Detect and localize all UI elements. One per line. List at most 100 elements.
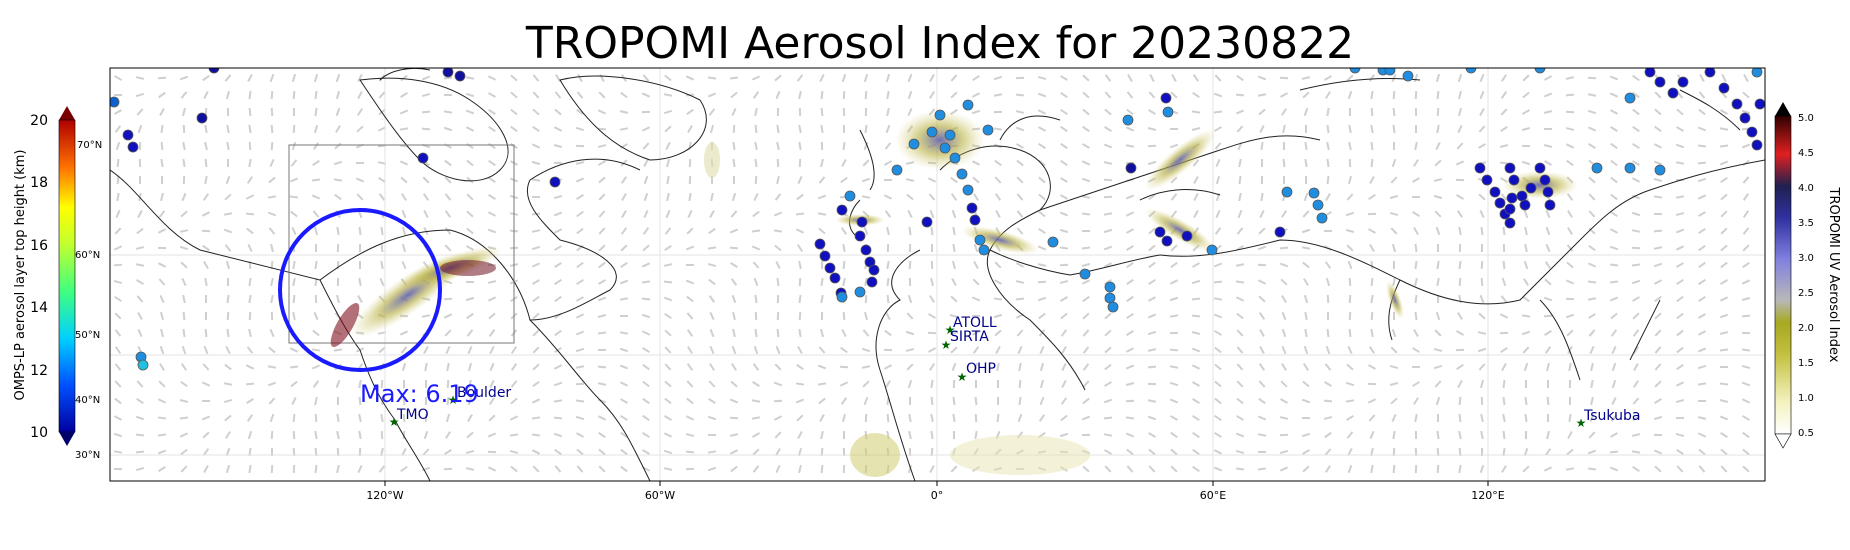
omps-observation-dot — [962, 99, 974, 111]
omps-observation-dot — [417, 152, 429, 164]
omps-observation-dot — [926, 126, 938, 138]
omps-observation-dot — [1591, 162, 1603, 174]
svg-text:4.5: 4.5 — [1798, 148, 1814, 159]
omps-observation-dot — [127, 141, 139, 153]
omps-observation-dot — [1525, 182, 1537, 194]
omps-observation-dot — [891, 164, 903, 176]
map-area: ★ TMO ★ Boulder ★ ATOLL ★ SIRTA ★ OHP ★ … — [110, 68, 1765, 481]
svg-text:3.5: 3.5 — [1798, 218, 1814, 229]
omps-observation-dot — [1281, 186, 1293, 198]
omps-observation-dot — [122, 129, 134, 141]
map-gridlines — [110, 68, 1765, 481]
svg-text:5.0: 5.0 — [1798, 113, 1814, 124]
left-colorbar-label: OMPS-LP aerosol layer top height (km) — [13, 150, 28, 401]
omps-observation-dot — [1160, 92, 1172, 104]
omps-observation-dot — [934, 109, 946, 121]
omps-observation-dot — [969, 214, 981, 226]
station-label-tmo: TMO — [396, 407, 429, 423]
omps-observation-dot — [1746, 126, 1758, 138]
svg-text:★: ★ — [448, 393, 459, 407]
omps-observation-dot — [939, 142, 951, 154]
omps-observation-dot — [1206, 244, 1218, 256]
svg-text:1.5: 1.5 — [1798, 358, 1814, 369]
latitude-labels: 70°N 60°N 50°N 40°N 30°N — [75, 140, 102, 461]
omps-observation-dot — [1316, 212, 1328, 224]
station-label-boulder: Boulder — [457, 385, 511, 401]
station-tsukuba: ★ Tsukuba — [1576, 408, 1641, 430]
omps-observation-dot — [1122, 114, 1134, 126]
station-markers: ★ TMO ★ Boulder ★ ATOLL ★ SIRTA ★ OHP ★ … — [389, 315, 1641, 430]
omps-observation-dot — [982, 124, 994, 136]
svg-text:60°N: 60°N — [75, 250, 100, 261]
omps-observation-dot — [854, 286, 866, 298]
svg-text:12: 12 — [30, 363, 48, 379]
omps-observation-dot — [196, 112, 208, 124]
omps-observation-dot — [1677, 76, 1689, 88]
omps-observation-dot — [944, 129, 956, 141]
omps-observation-dot — [974, 234, 986, 246]
omps-observation-dot — [1624, 92, 1636, 104]
omps-observation-dot — [908, 138, 920, 150]
omps-observation-dot — [1542, 186, 1554, 198]
station-label-atoll: ATOLL — [953, 315, 997, 331]
omps-observation-dot — [962, 184, 974, 196]
omps-observation-dot — [921, 216, 933, 228]
omps-observation-dot — [1654, 76, 1666, 88]
omps-observation-dot — [1504, 203, 1516, 215]
omps-observation-dot — [1104, 292, 1116, 304]
station-label-sirta: SIRTA — [950, 329, 989, 345]
svg-text:★: ★ — [957, 370, 968, 384]
omps-observation-dot — [1154, 226, 1166, 238]
omps-observation-dot — [814, 238, 826, 250]
omps-observation-dot — [824, 262, 836, 274]
zoom-box-outline — [288, 144, 515, 344]
coastlines — [110, 68, 1765, 481]
omps-observation-dot — [836, 291, 848, 303]
station-label-tsukuba: Tsukuba — [1583, 408, 1640, 424]
svg-text:★: ★ — [945, 323, 956, 337]
omps-observation-dot — [1519, 199, 1531, 211]
svg-text:1.0: 1.0 — [1798, 393, 1814, 404]
wind-vector-field — [113, 73, 1751, 474]
lon-label-60w: 60°W — [645, 489, 675, 502]
omps-observation-dot — [1667, 87, 1679, 99]
longitude-labels: 120°W 60°W 0° 60°E 120°E — [366, 481, 1505, 502]
omps-observation-dot — [829, 272, 841, 284]
station-ohp: ★ OHP — [957, 361, 996, 384]
omps-observation-dot — [1504, 217, 1516, 229]
max-annotation: Max: 6.19 — [360, 380, 479, 408]
omps-observation-dot — [860, 244, 872, 256]
omps-observation-dot — [1739, 112, 1751, 124]
omps-observation-dot — [1079, 268, 1091, 280]
omps-observation-dot — [1161, 235, 1173, 247]
omps-observation-dot — [549, 176, 561, 188]
svg-text:4.0: 4.0 — [1798, 183, 1814, 194]
omps-observation-dot — [1534, 68, 1546, 74]
omps-observation-dot — [856, 216, 868, 228]
station-atoll: ★ ATOLL — [945, 315, 997, 337]
max-highlight-circle — [278, 208, 442, 372]
omps-observation-dot — [978, 244, 990, 256]
right-colorbar-label: TROPOMI UV Aerosol Index — [1826, 187, 1841, 363]
omps-observation-dot — [1754, 98, 1765, 110]
svg-text:★: ★ — [389, 415, 400, 429]
omps-observation-dot — [854, 230, 866, 242]
svg-text:50°N: 50°N — [75, 330, 100, 341]
right-colorbar-ticks: 5.0 4.5 4.0 3.5 3.0 2.5 2.0 1.5 1.0 0.5 — [1798, 113, 1814, 439]
svg-text:10: 10 — [30, 425, 48, 441]
omps-observation-dot — [208, 68, 220, 74]
omps-observation-dot — [1402, 70, 1414, 82]
lon-label-0: 0° — [931, 489, 944, 502]
omps-observation-dot — [1308, 187, 1320, 199]
omps-observation-dot — [1506, 192, 1518, 204]
station-label-ohp: OHP — [966, 361, 996, 377]
omps-observation-dot — [866, 276, 878, 288]
left-colorbar-ticks: 20 18 16 14 12 10 — [30, 113, 48, 441]
omps-observation-dot — [1624, 162, 1636, 174]
omps-observation-dot — [1494, 197, 1506, 209]
omps-observation-dot — [949, 152, 961, 164]
omps-observation-dot — [1162, 106, 1174, 118]
svg-text:30°N: 30°N — [75, 450, 100, 461]
omps-observation-dot — [442, 68, 454, 78]
